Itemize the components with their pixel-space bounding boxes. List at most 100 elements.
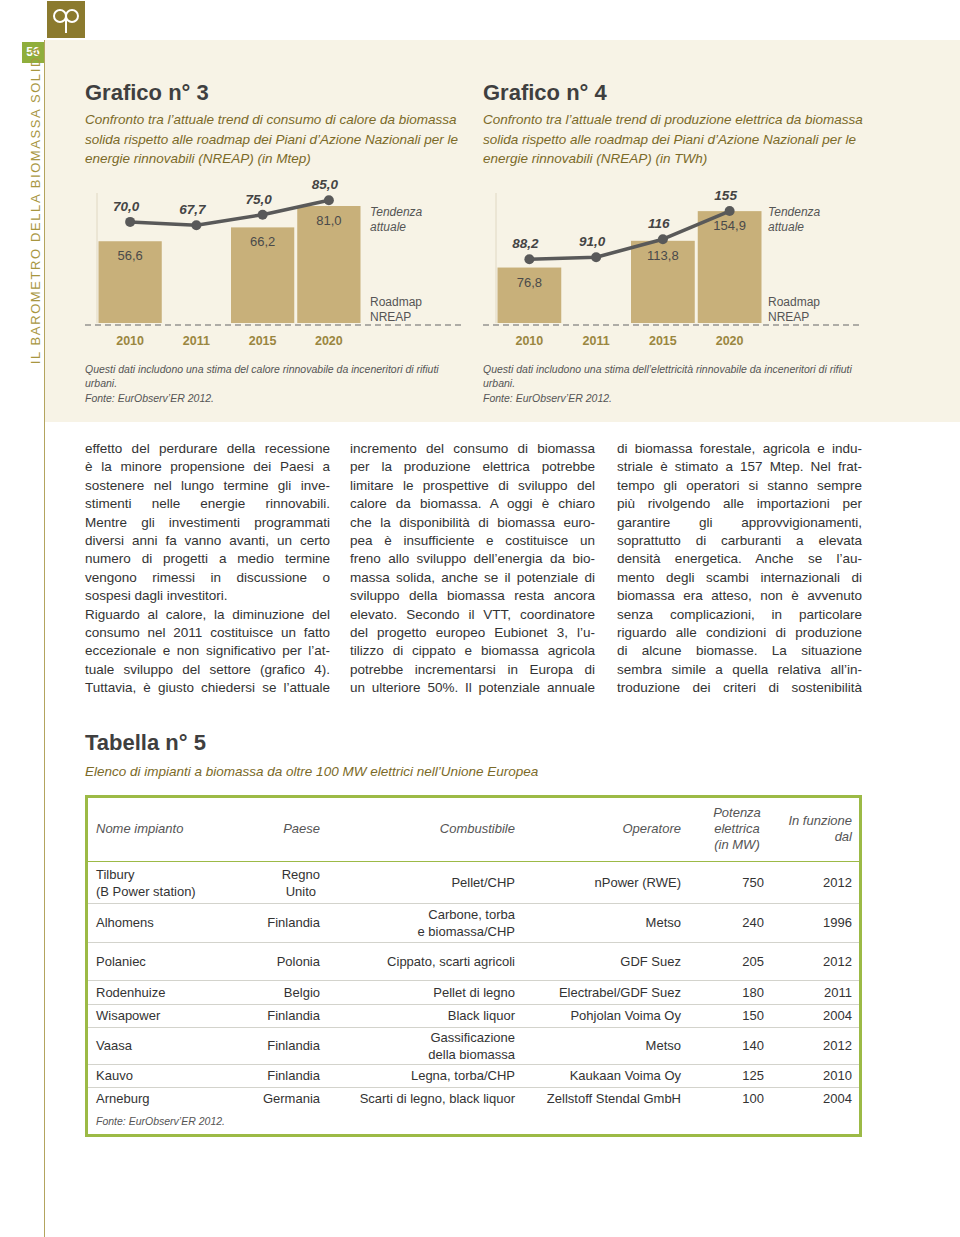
table-cell: Finlandia — [230, 1004, 320, 1027]
table-cell: Carbone, torba e biomassa/CHP — [330, 903, 515, 942]
table-header-cell: Paese — [230, 800, 320, 858]
body-line: striale è stimato a 157 Mtep. Nel frat- — [617, 458, 862, 476]
bar — [297, 206, 360, 323]
table-row-rule — [88, 980, 859, 981]
body-line: biomassa era atteso, non è avvenuto — [617, 587, 862, 605]
table-cell: 205 — [698, 942, 764, 980]
table-cell: Zellstoff Stendal GmbH — [525, 1087, 681, 1110]
bar — [231, 227, 294, 323]
chart-title: Grafico n° 4 — [483, 80, 607, 106]
body-line: che la disponibilità di biomassa euro- — [350, 514, 595, 532]
body-line: densità energetica. Anche se l’au- — [617, 550, 862, 568]
baseline — [483, 324, 862, 325]
table-title: Tabella n° 5 — [85, 730, 206, 756]
body-line: più rivolgendo alle importazioni per — [617, 495, 862, 513]
table-cell: Metso — [525, 1027, 681, 1064]
body-line: consumo nel 2011 costituisce un fatto — [85, 624, 330, 642]
table-cell: Pohjolan Voima Oy — [525, 1004, 681, 1027]
table-header-cell: Potenza elettrica (in MW) — [695, 800, 779, 858]
chart: 56,666,281,070,067,775,085,0201020112015… — [85, 177, 462, 348]
chart-note: Questi dati includono una stima dell’ele… — [483, 362, 865, 390]
table-row-rule — [88, 1004, 859, 1005]
table-row-rule — [88, 1064, 859, 1065]
body-line: soprattutto di carburanti a elevata — [617, 532, 862, 550]
body-line: diversi anni fa vanno avanti, un certo — [85, 532, 330, 550]
table-cell: 2004 — [775, 1087, 852, 1110]
y-axis-line — [496, 193, 497, 323]
logo-trunk — [65, 18, 67, 33]
table-source: Fonte: EurObserv’ER 2012. — [96, 1115, 225, 1127]
chart-source: Fonte: EurObserv’ER 2012. — [483, 391, 865, 405]
body-line: calore da biomassa. A oggi è chiaro — [350, 495, 595, 513]
body-line: incremento del consumo di biomassa — [350, 440, 595, 458]
table-cell: Wisapower — [96, 1004, 266, 1027]
body-line: sospesi dagli investitori. — [85, 587, 330, 605]
table-cell: 2004 — [775, 1004, 852, 1027]
bar-label: 76,8 — [517, 275, 542, 290]
line-label: 85,0 — [312, 177, 339, 192]
table-cell: Finlandia — [230, 1064, 320, 1087]
table-header-rule — [88, 861, 859, 862]
line-label: 91,0 — [579, 234, 606, 249]
x-tick-label: 2011 — [183, 334, 210, 348]
labels: 56,666,281,070,067,775,085,0201020112015… — [113, 177, 343, 348]
legend-entry: Tendenza attuale — [768, 205, 830, 235]
table-cell: Electrabel/GDF Suez — [525, 980, 681, 1004]
body-line: del progetto europeo Eubionet 3, l’u- — [350, 624, 595, 642]
table-cell: 2011 — [775, 980, 852, 1004]
line-label: 88,2 — [512, 236, 539, 251]
table-cell: 100 — [698, 1087, 764, 1110]
logo-leaf — [54, 10, 66, 22]
bar-label: 56,6 — [117, 248, 142, 263]
table-cell: 125 — [698, 1064, 764, 1087]
legend-entry: Roadmap NREAP — [370, 295, 432, 325]
body-line: sviluppo della biomassa resta ancora — [350, 587, 595, 605]
labels: 76,8113,8154,988,291,0116155201020112015… — [512, 188, 746, 348]
x-tick-label: 2015 — [249, 334, 277, 348]
body-line: Tuttavia, è giusto chiedersi se l’attual… — [85, 679, 330, 697]
x-tick-label: 2015 — [649, 334, 677, 348]
logo — [47, 1, 85, 38]
table-cell: Cippato, scarti agricoli — [330, 942, 515, 980]
margin-rule — [44, 40, 45, 1237]
table-cell: 150 — [698, 1004, 764, 1027]
table-cell: 2012 — [775, 862, 852, 903]
bar — [698, 211, 762, 323]
body-line: pea è insufficiente e costituisce un — [350, 532, 595, 550]
table-cell: Kauvo — [96, 1064, 266, 1087]
table-cell: Pellet di legno — [330, 980, 515, 1004]
body-line: troduzione dei criteri di sostenibilità — [617, 679, 862, 697]
trend-marker — [658, 234, 668, 244]
x-tick-label: 2020 — [315, 334, 343, 348]
table-cell: 2010 — [775, 1064, 852, 1087]
table-subtitle: Elenco di impianti a biomassa da oltre 1… — [85, 764, 538, 779]
table-cell: Germania — [230, 1087, 320, 1110]
body-line: garantire gli approvvigionamenti, — [617, 514, 862, 532]
x-tick-label: 2010 — [515, 334, 543, 348]
table-cell: Tilbury (B Power station) — [96, 862, 266, 903]
line-label: 116 — [648, 216, 670, 231]
trend-marker — [524, 254, 534, 264]
body-line: stimenti nelle energie rinnovabili. — [85, 495, 330, 513]
table-row-rule — [88, 1027, 859, 1028]
bar — [498, 268, 562, 323]
table-header-cell: Operatore — [525, 800, 681, 858]
body-line: sostenere nel lungo termine gli inve- — [85, 477, 330, 495]
table-cell: Finlandia — [230, 1027, 320, 1064]
table-cell: Regno Unito — [230, 862, 320, 903]
table-row-rule — [88, 903, 859, 904]
body-line: Riguardo al calore, la diminuzione del — [85, 606, 330, 624]
body-line: vengono rimessi in discussione o — [85, 569, 330, 587]
line-label: 155 — [714, 188, 737, 203]
body-line: tuale sviluppo del settore (grafico 4). — [85, 661, 330, 679]
table-cell: 1996 — [775, 903, 852, 942]
table-cell: Kaukaan Voima Oy — [525, 1064, 681, 1087]
bar-label: 66,2 — [250, 234, 275, 249]
table-cell: Rodenhuize — [96, 980, 266, 1004]
trend-marker — [725, 206, 735, 216]
legend-entry: Tendenza attuale — [370, 205, 432, 235]
bar — [631, 241, 695, 323]
table-row-rule — [88, 1087, 859, 1088]
line-label: 70,0 — [113, 199, 140, 214]
body-line: tempo gli operatori si stanno sempre — [617, 477, 862, 495]
